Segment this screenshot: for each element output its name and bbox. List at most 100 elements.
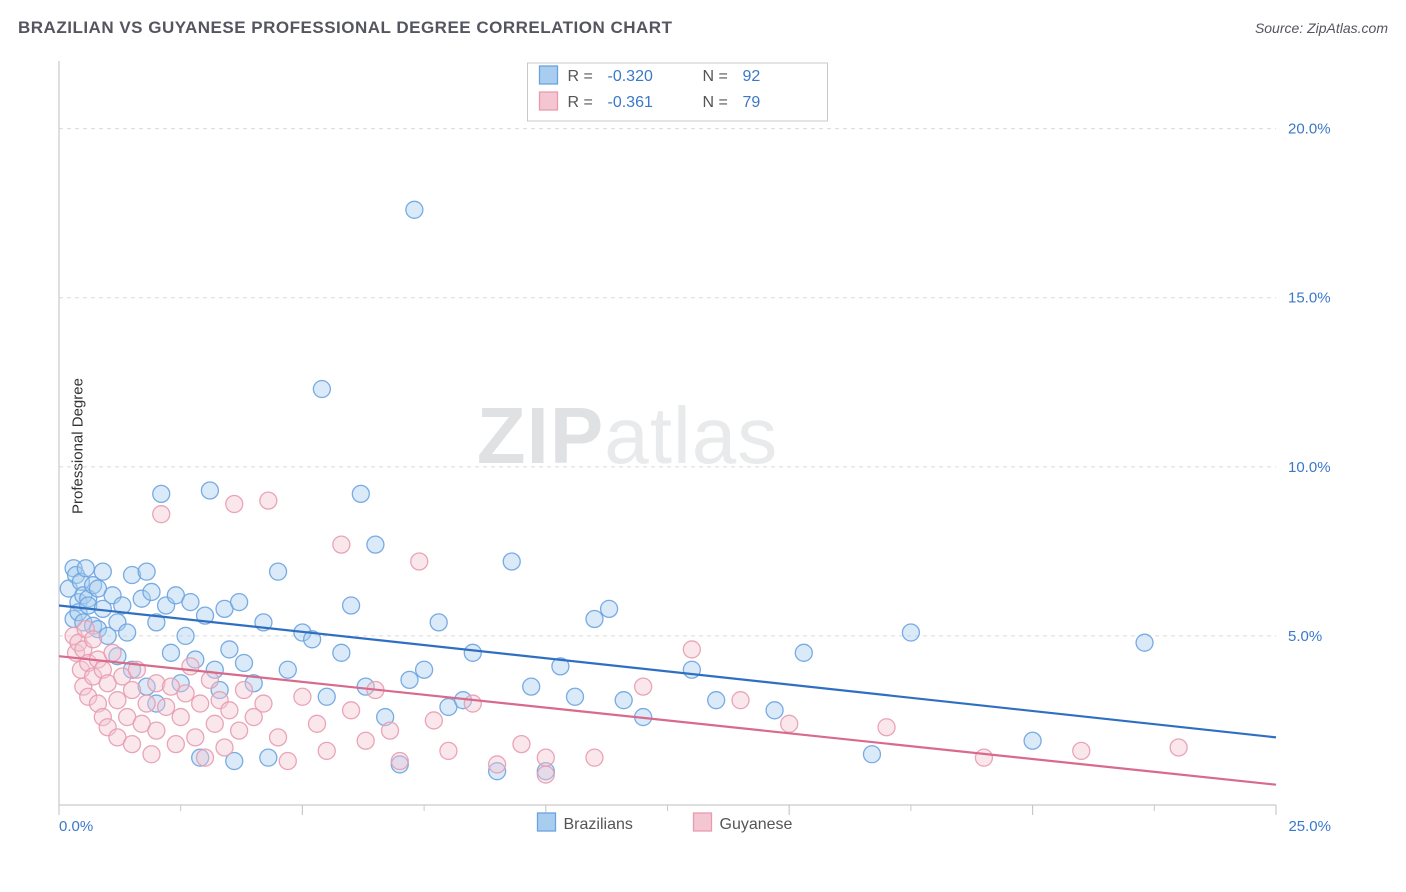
- marker-brazilians: [119, 624, 136, 641]
- marker-brazilians: [795, 644, 812, 661]
- marker-guyanese: [391, 753, 408, 770]
- y-tick-label: 10.0%: [1288, 459, 1331, 476]
- marker-brazilians: [416, 661, 433, 678]
- marker-brazilians: [313, 381, 330, 398]
- marker-guyanese: [464, 695, 481, 712]
- marker-brazilians: [318, 688, 335, 705]
- marker-guyanese: [489, 756, 506, 773]
- marker-brazilians: [430, 614, 447, 631]
- marker-guyanese: [192, 695, 209, 712]
- marker-guyanese: [537, 766, 554, 783]
- marker-guyanese: [343, 702, 360, 719]
- marker-brazilians: [523, 678, 540, 695]
- marker-guyanese: [153, 506, 170, 523]
- marker-guyanese: [1170, 739, 1187, 756]
- marker-brazilians: [270, 563, 287, 580]
- marker-guyanese: [197, 749, 214, 766]
- source-label: Source:: [1255, 20, 1303, 36]
- legend-r-label: R =: [568, 68, 593, 85]
- marker-guyanese: [537, 749, 554, 766]
- marker-brazilians: [231, 594, 248, 611]
- bottom-legend-label: Guyanese: [720, 816, 793, 833]
- marker-guyanese: [732, 692, 749, 709]
- marker-guyanese: [513, 736, 530, 753]
- marker-brazilians: [902, 624, 919, 641]
- marker-brazilians: [352, 485, 369, 502]
- marker-brazilians: [863, 746, 880, 763]
- legend-n-value: 92: [743, 68, 761, 85]
- marker-guyanese: [878, 719, 895, 736]
- watermark: ZIPatlas: [477, 391, 778, 480]
- marker-guyanese: [635, 678, 652, 695]
- marker-guyanese: [255, 695, 272, 712]
- marker-guyanese: [279, 753, 296, 770]
- y-tick-label: 15.0%: [1288, 290, 1331, 307]
- y-tick-label: 20.0%: [1288, 121, 1331, 138]
- scatter-chart: ZIPatlas 5.0% 10.0% 15.0% 20.0% 0.0% 25.0% R =-…: [55, 55, 1346, 837]
- marker-guyanese: [333, 536, 350, 553]
- marker-guyanese: [182, 658, 199, 675]
- marker-brazilians: [1136, 634, 1153, 651]
- plot-area: ZIPatlas 5.0% 10.0% 15.0% 20.0% 0.0% 25.0% R =-…: [55, 55, 1346, 837]
- marker-guyanese: [187, 729, 204, 746]
- marker-brazilians: [464, 644, 481, 661]
- marker-guyanese: [260, 492, 277, 509]
- marker-guyanese: [411, 553, 428, 570]
- legend-n-value: 79: [743, 94, 761, 111]
- legend-n-label: N =: [703, 94, 728, 111]
- marker-guyanese: [201, 671, 218, 688]
- marker-guyanese: [683, 641, 700, 658]
- marker-guyanese: [85, 631, 102, 648]
- marker-brazilians: [343, 597, 360, 614]
- y-tick-label: 5.0%: [1288, 628, 1322, 645]
- marker-brazilians: [221, 641, 238, 658]
- marker-brazilians: [94, 563, 111, 580]
- x-tick-label: 0.0%: [59, 818, 93, 835]
- marker-guyanese: [124, 736, 141, 753]
- marker-guyanese: [104, 644, 121, 661]
- marker-brazilians: [567, 688, 584, 705]
- marker-brazilians: [766, 702, 783, 719]
- marker-guyanese: [177, 685, 194, 702]
- marker-brazilians: [182, 594, 199, 611]
- marker-guyanese: [309, 715, 326, 732]
- x-tick-label: 25.0%: [1288, 818, 1331, 835]
- marker-guyanese: [124, 682, 141, 699]
- marker-brazilians: [615, 692, 632, 709]
- marker-brazilians: [177, 627, 194, 644]
- marker-brazilians: [235, 654, 252, 671]
- marker-guyanese: [235, 682, 252, 699]
- marker-guyanese: [294, 688, 311, 705]
- marker-guyanese: [975, 749, 992, 766]
- marker-guyanese: [158, 698, 175, 715]
- marker-brazilians: [138, 563, 155, 580]
- marker-brazilians: [333, 644, 350, 661]
- marker-guyanese: [143, 746, 160, 763]
- marker-guyanese: [270, 729, 287, 746]
- marker-brazilians: [279, 661, 296, 678]
- marker-guyanese: [231, 722, 248, 739]
- marker-guyanese: [318, 742, 335, 759]
- marker-guyanese: [167, 736, 184, 753]
- marker-guyanese: [221, 702, 238, 719]
- legend-r-value: -0.320: [608, 68, 653, 85]
- marker-brazilians: [586, 611, 603, 628]
- legend-swatch: [540, 92, 558, 110]
- marker-guyanese: [382, 722, 399, 739]
- marker-guyanese: [216, 739, 233, 756]
- title-bar: BRAZILIAN VS GUYANESE PROFESSIONAL DEGRE…: [18, 18, 1388, 38]
- marker-brazilians: [503, 553, 520, 570]
- chart-source: Source: ZipAtlas.com: [1255, 20, 1388, 36]
- marker-guyanese: [781, 715, 798, 732]
- marker-guyanese: [138, 695, 155, 712]
- source-value: ZipAtlas.com: [1307, 20, 1388, 36]
- marker-guyanese: [1073, 742, 1090, 759]
- marker-brazilians: [77, 560, 94, 577]
- marker-guyanese: [148, 722, 165, 739]
- marker-brazilians: [406, 201, 423, 218]
- legend-swatch: [540, 66, 558, 84]
- marker-guyanese: [226, 496, 243, 513]
- legend-n-label: N =: [703, 68, 728, 85]
- marker-brazilians: [162, 644, 179, 661]
- marker-guyanese: [357, 732, 374, 749]
